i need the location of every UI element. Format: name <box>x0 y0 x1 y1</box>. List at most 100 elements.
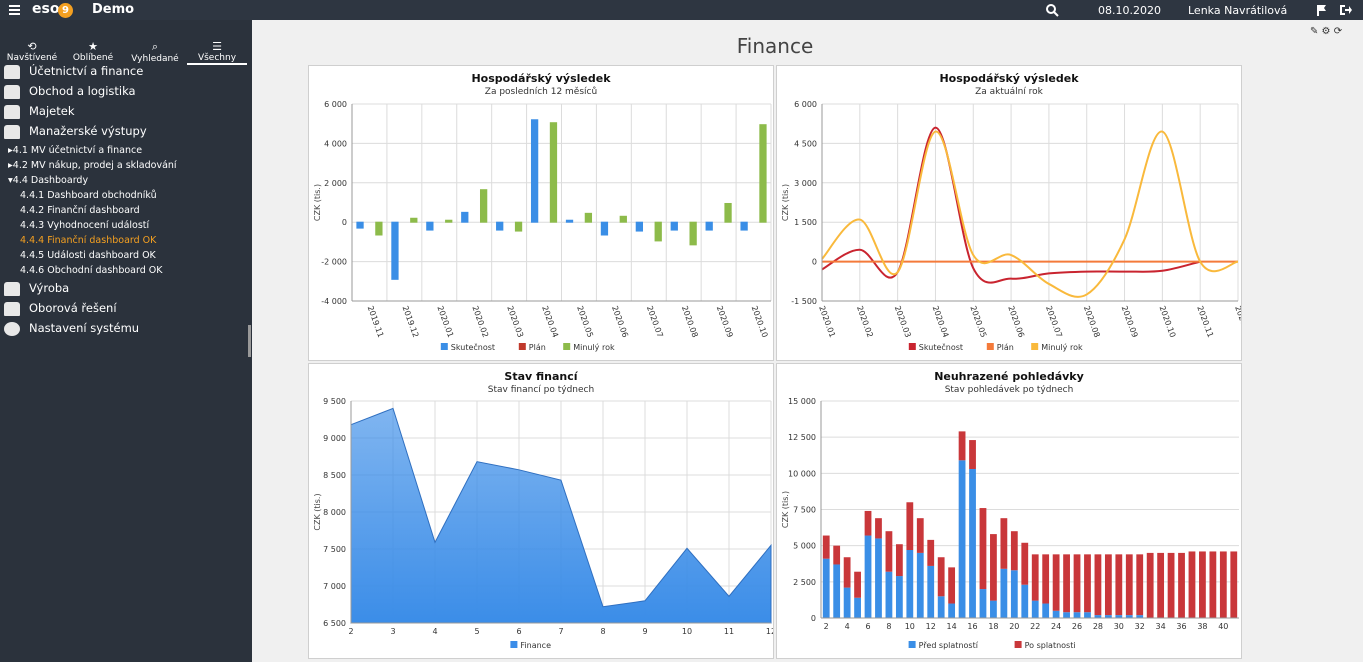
bar <box>635 221 644 232</box>
x-tick-label: 38 <box>1197 622 1207 631</box>
bar-segment <box>1000 518 1008 569</box>
top-bar: eso 9 Demo 08.10.2020 Lenka Navrátilová <box>0 0 1363 20</box>
menu-item[interactable]: 4.4.6 Obchodní dashboard OK <box>20 265 163 276</box>
x-tick-label: 30 <box>1114 622 1124 631</box>
bar-segment <box>1115 615 1123 618</box>
bar <box>445 219 453 223</box>
bar <box>689 221 697 246</box>
x-tick-label: 2020.09 <box>1120 305 1140 339</box>
menu-item[interactable]: Majetek <box>29 104 75 118</box>
x-tick-label: 9 <box>642 627 647 636</box>
nav-tab[interactable]: ⟲ Navštívené <box>6 40 58 63</box>
bar-segment <box>843 587 851 618</box>
menu-item[interactable]: 4.4.1 Dashboard obchodníků <box>20 190 157 201</box>
menu-item[interactable]: 4.4.2 Finanční dashboard <box>20 205 140 216</box>
bar-segment <box>958 460 966 618</box>
bar-segment <box>937 596 945 618</box>
bar-segment <box>927 565 935 618</box>
flag-button[interactable] <box>1316 4 1328 16</box>
line-series <box>821 126 1201 284</box>
search-button[interactable] <box>1046 4 1059 17</box>
bar-segment <box>864 535 872 618</box>
x-tick-label: 18 <box>988 622 998 631</box>
y-tick-label: 8 000 <box>323 508 346 517</box>
x-tick-label: 40 <box>1218 622 1228 631</box>
bar-segment <box>1209 551 1217 618</box>
bar-segment <box>1125 615 1133 618</box>
bar-segment <box>969 468 976 618</box>
x-tick-label: 5 <box>474 627 479 636</box>
bar-segment <box>948 567 956 604</box>
toolbar-icons[interactable]: ✎ ⚙ ⟳ <box>1310 26 1343 37</box>
chart: Hospodářský výsledek Za aktuální rok CZK (… <box>781 72 1253 352</box>
x-tick-label: 16 <box>967 622 977 631</box>
menu-item-active[interactable]: 4.4.4 Finanční dashboard OK <box>20 235 157 246</box>
x-tick-label: 6 <box>516 627 521 636</box>
bar-segment <box>895 544 903 577</box>
menu-item[interactable]: ▸4.1 MV účetnictví a finance <box>8 145 143 156</box>
x-tick-label: 2019.11 <box>366 305 386 339</box>
x-tick-label: 8 <box>886 622 891 631</box>
legend-label: Finance <box>520 641 551 650</box>
menu-icon <box>4 125 20 139</box>
menu-item[interactable]: 4.4.3 Vyhodnocení událostí <box>20 220 150 231</box>
nav-tab[interactable]: ☰ Všechny <box>187 40 247 65</box>
bar-segment <box>843 557 851 588</box>
bar-segment <box>1157 552 1165 618</box>
line-series <box>821 130 1239 298</box>
menu-item[interactable]: Nastavení systému <box>29 321 140 335</box>
bar-segment <box>854 571 861 598</box>
chart-panel: Neuhrazené pohledávky Stav pohledávek po … <box>776 363 1242 659</box>
bar-segment <box>958 431 966 461</box>
bar <box>584 212 593 223</box>
chart-panel: Stav financí Stav financí po týdnech CZK (… <box>308 363 776 659</box>
chart-title: Hospodářský výsledek <box>471 72 611 85</box>
bar <box>496 221 504 231</box>
nav-tab[interactable]: ⌕ Vyhledané <box>131 40 179 64</box>
bar-segment <box>1000 568 1008 618</box>
x-tick-label: 2020.02 <box>470 305 490 339</box>
y-tick-label: 12 500 <box>788 433 816 442</box>
menu-item[interactable]: 4.4.5 Události dashboard OK <box>20 250 156 261</box>
x-tick-label: 34 <box>1156 622 1166 631</box>
y-tick-label: 4 500 <box>794 139 817 148</box>
scrollbar[interactable] <box>248 325 251 357</box>
y-tick-label: 0 <box>812 258 817 267</box>
menu-item[interactable]: Oborová řešení <box>29 301 117 315</box>
menu-item[interactable]: ▾4.4 Dashboardy <box>8 175 89 186</box>
x-tick-label: 2 <box>348 627 353 636</box>
date: 08.10.2020 <box>1098 4 1161 17</box>
bar-segment <box>1136 554 1144 616</box>
bar <box>356 221 364 229</box>
x-tick-label: 6 <box>865 622 870 631</box>
x-tick-label: 32 <box>1135 622 1145 631</box>
x-tick-label: 4 <box>845 622 850 631</box>
bar <box>530 119 539 223</box>
menu-item[interactable]: Manažerské výstupy <box>29 124 147 138</box>
menu-item[interactable]: ▸4.2 MV nákup, prodej a skladování <box>8 160 177 171</box>
x-tick-label: 2020.08 <box>680 305 700 339</box>
logout-button[interactable] <box>1339 4 1352 16</box>
x-tick-label: 10 <box>682 627 692 636</box>
nav-tab[interactable]: ★ Oblíbené <box>72 40 114 63</box>
bar-segment <box>1031 600 1039 618</box>
bar-segment <box>990 534 997 601</box>
bar-segment <box>1073 554 1081 613</box>
bar-segment <box>895 576 903 618</box>
bar-segment <box>906 550 914 618</box>
bar-segment <box>1230 551 1238 618</box>
legend-swatch <box>908 343 916 350</box>
bar <box>549 122 558 223</box>
menu-item[interactable]: Výroba <box>29 281 70 295</box>
bar-segment <box>1115 554 1123 616</box>
user-name[interactable]: Lenka Navrátilová <box>1188 4 1288 17</box>
bar-segment <box>1010 531 1018 571</box>
menu-button[interactable] <box>9 4 21 15</box>
menu-item[interactable]: Účetnictví a finance <box>29 64 144 78</box>
x-tick-label: 2020.07 <box>645 305 665 339</box>
menu-item[interactable]: Obchod a logistika <box>29 84 136 98</box>
legend-label: Minulý rok <box>573 343 615 352</box>
x-tick-label: 2020.10 <box>750 305 770 339</box>
bar-segment <box>1104 615 1112 618</box>
